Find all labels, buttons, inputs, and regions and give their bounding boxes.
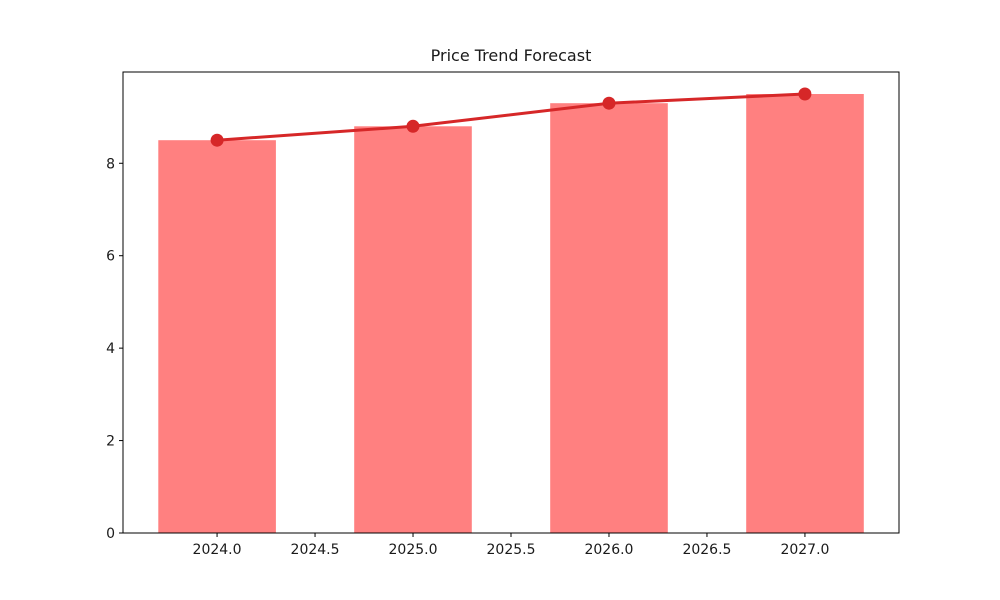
marker-2026 (602, 96, 616, 110)
y-tick-label: 6 (106, 249, 115, 265)
y-tick-label: 8 (106, 156, 115, 172)
bar-2024 (158, 140, 276, 533)
marker-2027 (798, 87, 812, 101)
y-tick-label: 4 (106, 341, 115, 357)
x-axis: 2024.0 2024.5 2025.0 2025.5 2026.0 2026.5 2027… (193, 533, 829, 558)
chart-title: Price Trend Forecast (431, 46, 592, 65)
x-tick-label: 2024.5 (291, 542, 340, 558)
trend-line-series (210, 87, 812, 147)
bar-series (158, 94, 864, 534)
x-tick-label: 2027.0 (780, 542, 829, 558)
y-tick-label: 0 (106, 526, 115, 542)
bar-2027 (746, 94, 864, 533)
bar-2026 (550, 103, 668, 533)
x-tick-label: 2026.0 (584, 542, 633, 558)
y-axis: 0 2 4 6 8 (106, 156, 123, 542)
bar-2025 (354, 126, 472, 534)
x-tick-label: 2025.5 (487, 542, 536, 558)
x-tick-label: 2025.0 (389, 542, 438, 558)
marker-2024 (210, 133, 224, 147)
y-tick-label: 2 (106, 434, 115, 450)
x-tick-label: 2024.0 (193, 542, 242, 558)
plot-border (122, 71, 900, 534)
trend-line (215, 92, 807, 142)
marker-2025 (406, 119, 420, 133)
x-tick-label: 2026.5 (682, 542, 731, 558)
